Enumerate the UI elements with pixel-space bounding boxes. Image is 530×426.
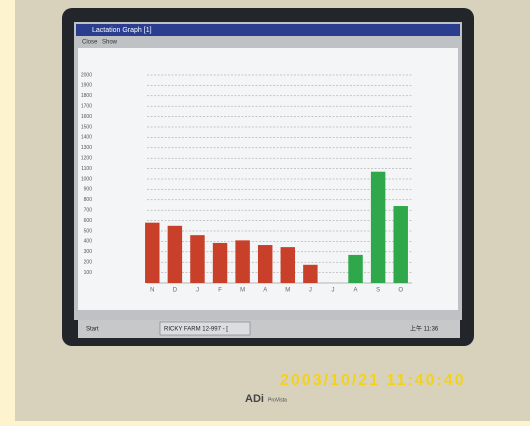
- clock: 上午 11:36: [410, 325, 439, 333]
- x-tick-label: S: [376, 288, 380, 294]
- x-tick-label: A: [263, 288, 267, 294]
- y-tick-label: 600: [84, 218, 93, 224]
- bar: [348, 255, 362, 283]
- y-tick-label: 2000: [81, 72, 92, 78]
- start-button[interactable]: Start: [86, 327, 99, 333]
- y-tick-label: 800: [84, 197, 93, 203]
- x-tick-label: J: [196, 288, 199, 294]
- x-tick-label: N: [150, 288, 154, 294]
- x-tick-label: D: [173, 288, 178, 294]
- bar: [235, 240, 249, 283]
- y-tick-label: 1800: [81, 93, 92, 99]
- bar: [258, 245, 272, 283]
- y-tick-label: 1100: [81, 166, 92, 172]
- y-tick-label: 200: [84, 260, 93, 266]
- x-tick-label: J: [331, 288, 334, 294]
- x-tick-label: O: [398, 288, 403, 294]
- model: ProVista: [268, 397, 287, 403]
- y-tick-label: 700: [84, 208, 93, 214]
- y-tick-label: 1400: [81, 135, 92, 141]
- bar: [303, 265, 317, 283]
- bar: [281, 247, 295, 283]
- y-tick-label: 300: [84, 249, 93, 255]
- y-tick-label: 1500: [81, 124, 92, 130]
- x-tick-label: J: [309, 288, 312, 294]
- y-tick-label: 900: [84, 187, 93, 193]
- y-tick-label: 1600: [81, 114, 92, 120]
- photo: Lactation Graph [1] Close Show Start RIC…: [0, 0, 530, 421]
- bar: [145, 223, 159, 283]
- bar: [213, 243, 227, 283]
- y-tick-label: 400: [84, 239, 93, 245]
- task-label: RICKY FARM 12-997 - [: [164, 327, 228, 333]
- x-tick-label: M: [285, 288, 290, 294]
- window-title: Lactation Graph [1]: [92, 27, 152, 34]
- y-tick-label: 1900: [81, 83, 92, 89]
- y-tick-label: 500: [84, 228, 93, 234]
- menu-item[interactable]: Show: [102, 40, 118, 46]
- y-tick-label: 1000: [81, 176, 92, 182]
- taskbar: [78, 320, 460, 338]
- menu-item[interactable]: Close: [82, 40, 98, 46]
- timestamp: 2003/10/21 11:40:40: [280, 372, 466, 389]
- y-tick-label: 100: [84, 270, 93, 276]
- bar: [393, 206, 407, 283]
- bar: [190, 235, 204, 283]
- x-tick-label: M: [240, 288, 245, 294]
- y-tick-label: 1200: [81, 156, 92, 162]
- y-tick-label: 1700: [81, 104, 92, 110]
- page: Lactation Graph [1] Close Show Start RIC…: [0, 0, 530, 421]
- bar: [168, 226, 182, 283]
- brand: ADi: [245, 393, 264, 405]
- y-tick-label: 1300: [81, 145, 92, 151]
- x-tick-label: A: [354, 288, 358, 294]
- x-tick-label: F: [218, 288, 222, 294]
- bar: [371, 172, 385, 283]
